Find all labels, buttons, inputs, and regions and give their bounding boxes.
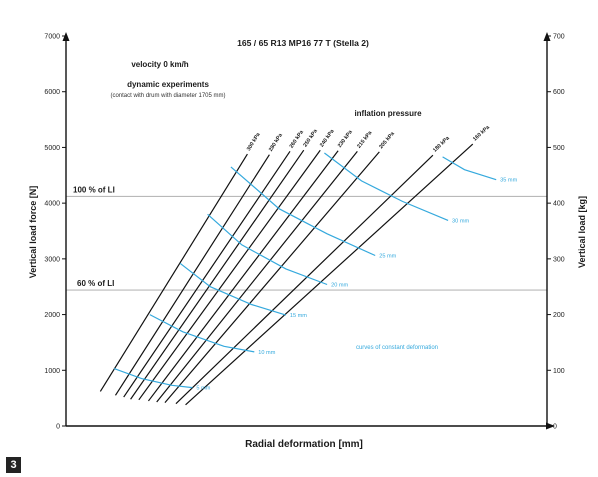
y2-tick-label-600: 600: [553, 89, 565, 96]
series-line-205-kpa: [164, 151, 380, 403]
series-line-240-kpa: [138, 149, 321, 401]
series-line-230-kpa: [147, 150, 339, 402]
constant-deformation-label: curves of constant deformation: [356, 345, 438, 351]
y2-tick-label-700: 700: [553, 34, 565, 41]
deformation-curve-10-mm: [149, 314, 255, 353]
y2-tick-label-400: 400: [553, 201, 565, 208]
y-axis-label: Vertical load force [N]: [28, 186, 38, 279]
figure-number-badge: 3: [6, 457, 21, 473]
constant-deformation-curves: 5 mm 10 mm 15 mm 20 mm 25 mm 30 mm 35 mm: [113, 152, 518, 392]
y2-tick-label-500: 500: [553, 145, 565, 152]
series-line-160-kpa: [185, 143, 474, 406]
deformation-label-15-mm: 15 mm: [290, 313, 307, 319]
deformation-label-25-mm: 25 mm: [379, 254, 396, 260]
deformation-label-30-mm: 30 mm: [452, 218, 469, 224]
y2-tick-label-0: 0: [553, 424, 557, 431]
y2-tick-label-200: 200: [553, 312, 565, 319]
y-tick-label-2000: 2000: [44, 312, 60, 319]
chart-title: 165 / 65 R13 MP16 77 T (Stella 2): [237, 38, 369, 48]
y-tick-label-0: 0: [56, 424, 60, 431]
series-line-180-kpa: [175, 154, 434, 405]
experiment-note-annotation: (contact with drum with diameter 1705 mm…: [110, 93, 225, 99]
deformation-curve-25-mm: [230, 166, 376, 257]
series-line-300-kpa: [99, 153, 248, 392]
reference-line-label-60-of-li: 60 % of LI: [77, 279, 114, 288]
series-line-260-kpa: [123, 150, 291, 398]
y-tick-label-5000: 5000: [44, 145, 60, 152]
deformation-label-20-mm: 20 mm: [331, 282, 348, 288]
y-tick-label-4000: 4000: [44, 201, 60, 208]
deformation-label-35-mm: 35 mm: [500, 178, 517, 184]
velocity-annotation: velocity 0 km/h: [131, 60, 188, 69]
y-tick-label-3000: 3000: [44, 256, 60, 263]
reference-lines: 100 % of LI 60 % of LI: [66, 185, 547, 291]
experiment-type-annotation: dynamic experiments: [127, 80, 209, 89]
deformation-curve-20-mm: [207, 213, 328, 286]
series-line-215-kpa: [156, 150, 358, 403]
series-line-250-kpa: [130, 149, 305, 400]
series-line-280-kpa: [114, 154, 270, 396]
deformation-curve-30-mm: [324, 152, 449, 221]
y2-axis-label: Vertical load [kg]: [577, 196, 587, 268]
pressure-heading: inflation pressure: [354, 109, 422, 118]
x-axis-label: Radial deformation [mm]: [245, 439, 363, 450]
deformation-curve-15-mm: [179, 262, 287, 316]
deformation-curve-5-mm: [113, 368, 193, 389]
axes: 0 1000 2000 3000 4000 5000 6000 7000 0 100 200 300 4…: [44, 32, 565, 431]
reference-line-label-100-of-li: 100 % of LI: [73, 185, 115, 194]
y-tick-label-1000: 1000: [44, 368, 60, 375]
y2-tick-label-300: 300: [553, 256, 565, 263]
deformation-curve-35-mm: [442, 156, 497, 181]
y2-tick-label-100: 100: [553, 368, 565, 375]
y-tick-label-7000: 7000: [44, 34, 60, 41]
deformation-label-10-mm: 10 mm: [258, 350, 275, 356]
y-tick-label-6000: 6000: [44, 89, 60, 96]
deformation-label-5-mm: 5 mm: [196, 386, 210, 392]
